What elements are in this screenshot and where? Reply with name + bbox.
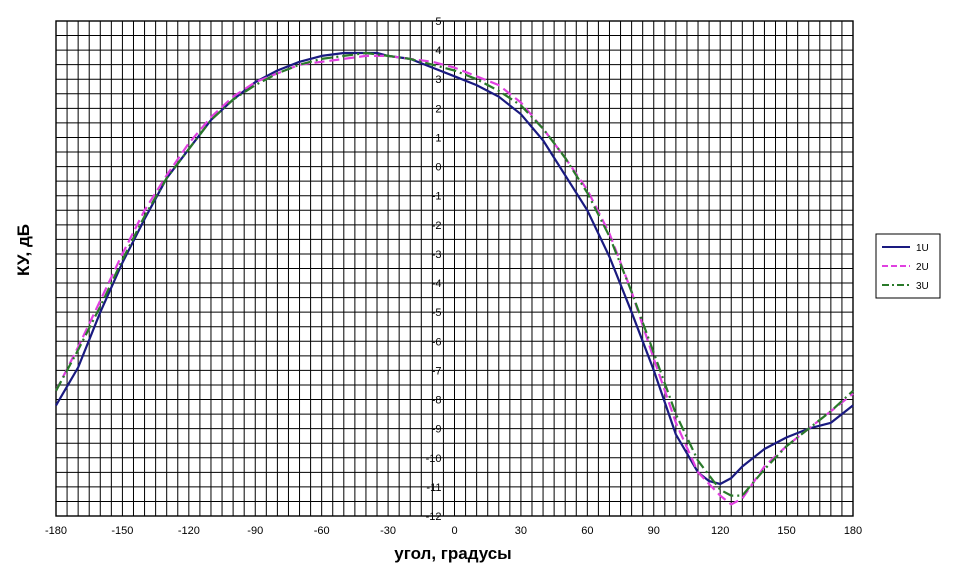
y-tick-label: -3 — [432, 249, 442, 261]
y-tick-label: 5 — [435, 16, 441, 28]
y-tick-label: -2 — [432, 220, 442, 232]
x-tick-label: 90 — [648, 525, 660, 537]
series-line-3u — [55, 51, 854, 497]
y-tick-label: 1 — [435, 132, 441, 144]
y-tick-label: -5 — [432, 307, 442, 319]
x-tick-label: -60 — [314, 525, 330, 537]
grid — [55, 20, 854, 517]
x-tick-label: 150 — [777, 525, 795, 537]
y-tick-label: 2 — [435, 103, 441, 115]
y-tick-label: -6 — [432, 336, 442, 348]
x-tick-label: -30 — [380, 525, 396, 537]
y-tick-label: -9 — [432, 424, 442, 436]
x-tick-label: 60 — [581, 525, 593, 537]
y-tick-label: 0 — [435, 162, 441, 174]
y-tick-label: -4 — [432, 278, 442, 290]
legend-label-1u: 1U — [916, 243, 929, 254]
y-axis-ticks: 5 4 3 2 1 0 -1 -2 -3 -4 -5 -6 -7 -8 -9 -10 -11 -12 — [426, 16, 442, 523]
legend-label-2u: 2U — [916, 262, 929, 273]
x-tick-label: 30 — [515, 525, 527, 537]
legend-label-3u: 3U — [916, 281, 929, 292]
y-tick-label: 3 — [435, 74, 441, 86]
series-lines — [55, 51, 854, 506]
y-tick-label: -11 — [426, 482, 441, 494]
x-tick-label: -180 — [45, 525, 67, 537]
y-tick-label: -8 — [432, 395, 442, 407]
series-line-2u — [55, 54, 854, 506]
x-tick-label: 0 — [451, 525, 457, 537]
y-tick-label: -10 — [426, 453, 442, 465]
x-tick-label: -120 — [178, 525, 200, 537]
x-tick-label: 180 — [844, 525, 862, 537]
x-axis-ticks: -180 -150 -120 -90 -60 -30 0 30 60 90 120 150 180 — [45, 525, 862, 537]
y-tick-label: -7 — [432, 365, 442, 377]
y-tick-label: 4 — [435, 45, 441, 57]
x-tick-label: -90 — [247, 525, 263, 537]
x-axis-title: угол, градусы — [394, 544, 511, 563]
y-tick-label: -1 — [432, 191, 442, 203]
x-tick-label: 120 — [711, 525, 729, 537]
x-tick-label: -150 — [111, 525, 133, 537]
y-axis-title: КУ, дБ — [14, 224, 33, 276]
legend: 1U 2U 3U — [875, 233, 941, 299]
y-tick-label: -12 — [426, 511, 442, 523]
